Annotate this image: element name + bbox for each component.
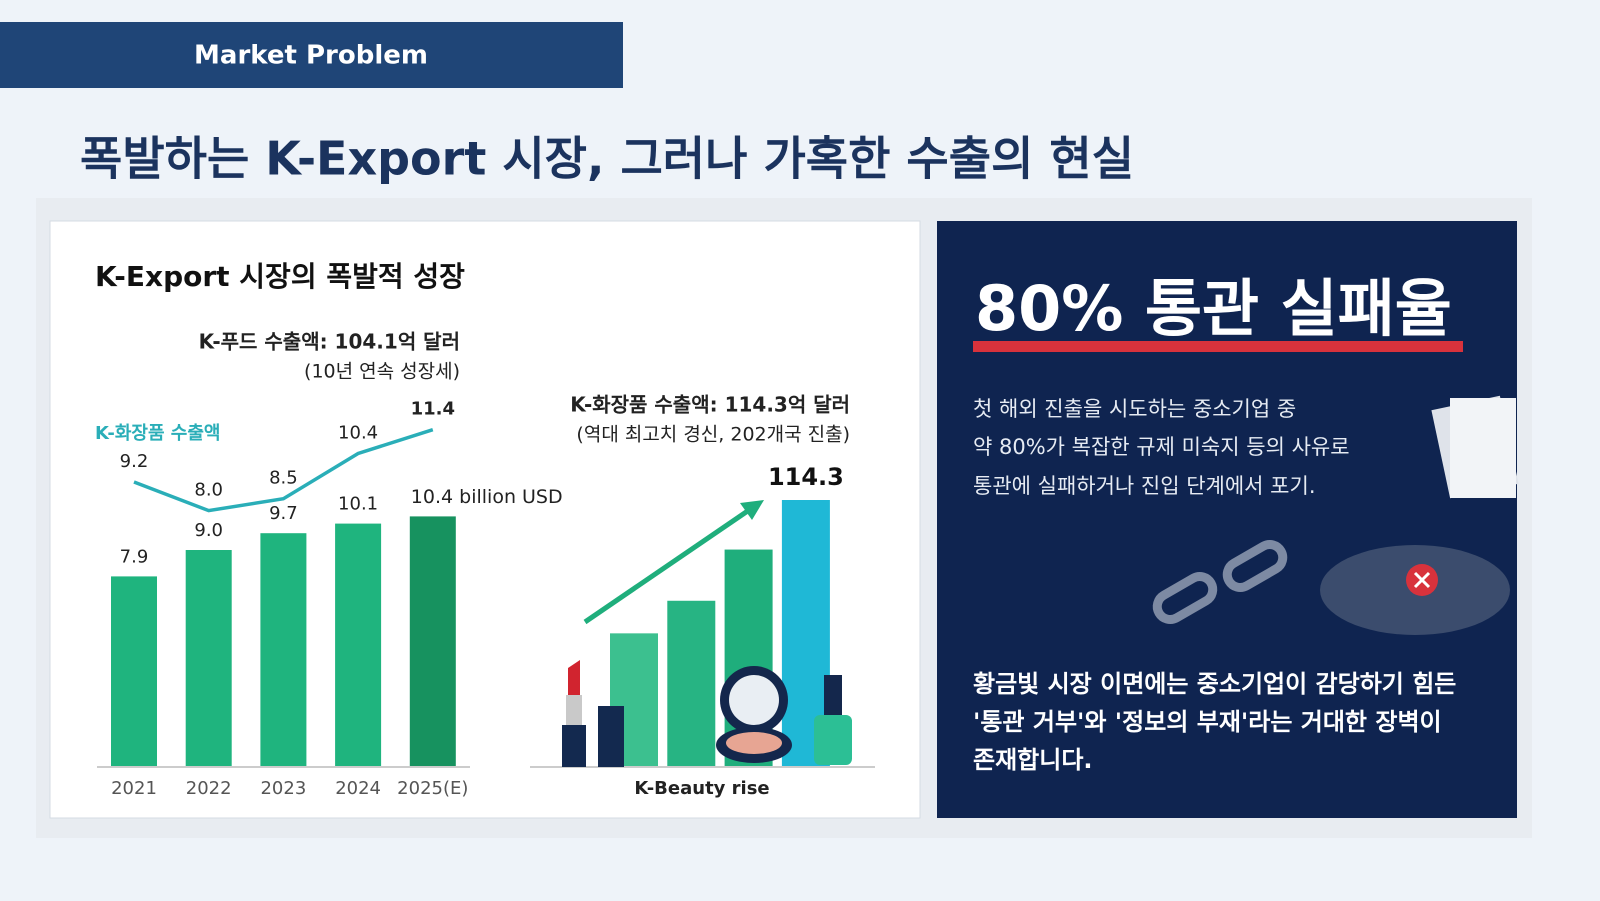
annotation: K-푸드 수출액: 104.1억 달러 [199, 330, 460, 354]
x-tick-label: 2021 [111, 778, 157, 799]
bar [667, 600, 716, 766]
panel-text: 황금빛 시장 이면에는 중소기업이 감당하기 힘든 [973, 670, 1456, 698]
bar [185, 550, 232, 766]
panel-text: 첫 해외 진출을 시도하는 중소기업 중 [973, 397, 1296, 421]
chain-link [1222, 540, 1288, 592]
broken-chain-icon [1152, 540, 1288, 624]
line-value-label: 8.5 [269, 468, 298, 489]
chain-link [1152, 572, 1218, 624]
line-value-label: 11.4 [411, 399, 455, 420]
line-value-label: 10.4 [338, 422, 378, 443]
bar [409, 516, 456, 766]
header-label: Market Problem [194, 41, 428, 71]
lipstick-base [562, 725, 586, 767]
polish-bottle [814, 715, 852, 765]
line-value-label: 9.2 [120, 451, 149, 472]
polish-cap [824, 675, 842, 715]
value-label: 10.1 [338, 494, 378, 515]
compact-powder [726, 732, 782, 754]
arrow-head [740, 500, 764, 520]
legend-label: K-화장품 수출액 [95, 423, 220, 444]
x-tick-label: 2023 [260, 778, 306, 799]
line-value-label: 8.0 [194, 480, 223, 501]
error-cross [1413, 571, 1431, 589]
lipstick-tip [568, 660, 580, 695]
info-panel [937, 221, 1517, 818]
value-label: 7.9 [120, 546, 149, 567]
annotation: K-화장품 수출액: 114.3억 달러 [570, 393, 850, 417]
value-label: 9.0 [194, 520, 223, 541]
panel-text: 존재합니다. [973, 746, 1093, 774]
bar [260, 533, 307, 766]
annotation: (10년 연속 성장세) [304, 361, 460, 383]
line-series [133, 428, 434, 513]
bar [111, 576, 157, 766]
value-label: 9.7 [269, 503, 298, 524]
panel-text: 약 80%가 복잡한 규제 미숙지 등의 사유로 [973, 435, 1350, 459]
compact-mirror [729, 675, 779, 725]
heading-underline [973, 341, 1463, 352]
x-axis-label: K-Beauty rise [634, 778, 769, 799]
x-tick-label: 2022 [186, 778, 232, 799]
header-bar [0, 22, 623, 88]
cosmetics-illustration [562, 660, 852, 767]
panel-heading: 80% 통관 실패율 [975, 272, 1452, 345]
value-label: 114.3 [768, 463, 844, 491]
document-icon [1431, 395, 1519, 499]
lipstick-sleeve [566, 695, 582, 725]
slide-title: 폭발하는 K-Export 시장, 그러나 가혹한 수출의 현실 [80, 132, 1134, 186]
x-tick-label: 2024 [335, 778, 381, 799]
trend-arrow [583, 505, 754, 625]
paper [1450, 398, 1516, 498]
annotation: (역대 최고치 경신, 202개국 진출) [576, 424, 850, 446]
lipstick-case [598, 706, 624, 767]
x-tick-label: 2025(E) [397, 778, 468, 799]
chart-title: K-Export 시장의 폭발적 성장 [95, 260, 465, 293]
value-label: 10.4 billion USD [411, 486, 563, 508]
bar [335, 523, 382, 766]
panel-text: 통관에 실패하거나 진입 단계에서 포기. [973, 474, 1316, 498]
panel-text: '통관 거부'와 '정보의 부재'라는 거대한 장벽이 [973, 708, 1442, 736]
